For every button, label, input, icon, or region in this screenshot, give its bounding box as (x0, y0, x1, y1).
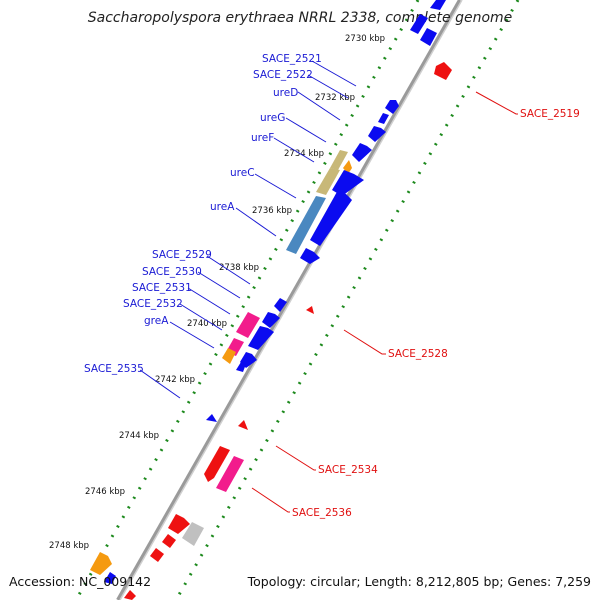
gene-arrow-reverse[interactable] (434, 62, 452, 80)
forward-leaders (139, 60, 357, 399)
gene-arrow-reverse[interactable] (238, 420, 248, 430)
gene-label[interactable]: SACE_2522 (253, 69, 313, 81)
gene-arrow-reverse[interactable] (204, 446, 230, 482)
gene-label[interactable]: SACE_2531 (132, 282, 192, 294)
gene-label[interactable]: ureD (273, 87, 298, 99)
gene-label[interactable]: SACE_2530 (142, 266, 202, 278)
genome-backbone-shadow (119, 0, 463, 600)
gene-arrow-forward[interactable] (352, 143, 372, 162)
gene-label[interactable]: SACE_2528 (388, 348, 448, 360)
scale-label: 2730 kbp (345, 34, 385, 44)
gene-arrow-forward[interactable] (222, 348, 236, 364)
gene-arrow-reverse[interactable] (124, 590, 136, 600)
genome-backbone (116, 0, 462, 600)
gene-arrow-reverse[interactable] (150, 548, 164, 562)
gene-arrow-forward[interactable] (332, 170, 364, 196)
gene-arrow-forward[interactable] (206, 414, 217, 422)
gene-arrow-reverse[interactable] (162, 534, 176, 548)
gene-arrow-forward[interactable] (248, 326, 274, 350)
forward-gene-labels: SACE_2521 SACE_2522 ureD ureG ureF ureC … (84, 53, 322, 375)
scale-label: 2742 kbp (155, 375, 195, 385)
scale-label: 2748 kbp (49, 541, 89, 551)
scale-label: 2738 kbp (219, 263, 259, 273)
gene-arrow-forward[interactable] (430, 0, 446, 10)
reverse-leaders (251, 91, 518, 513)
reverse-gene-labels: SACE_2519 SACE_2528 SACE_2534 SACE_2536 (292, 108, 580, 519)
scale-labels: 2730 kbp 2732 kbp 2734 kbp 2736 kbp 2738… (49, 34, 385, 551)
gene-arrow-forward[interactable] (378, 113, 389, 124)
gene-label[interactable]: ureA (210, 201, 235, 213)
scale-label: 2746 kbp (85, 487, 125, 497)
scale-label: 2732 kbp (315, 93, 355, 103)
gene-label[interactable]: ureG (260, 112, 285, 124)
gene-label[interactable]: ureC (230, 167, 255, 179)
gene-arrow-forward[interactable] (90, 552, 112, 575)
genome-summary-text: Topology: circular; Length: 8,212,805 bp… (247, 574, 591, 589)
gene-arrow-forward[interactable] (104, 572, 116, 584)
gene-label[interactable]: SACE_2519 (520, 108, 580, 120)
gene-arrow-forward[interactable] (274, 298, 287, 312)
gene-arrow-forward[interactable] (262, 312, 280, 328)
gene-label[interactable]: SACE_2521 (262, 53, 322, 65)
scale-label: 2736 kbp (252, 206, 292, 216)
gene-arrow-forward[interactable] (236, 312, 260, 338)
gene-label[interactable]: SACE_2529 (152, 249, 212, 261)
scale-label: 2740 kbp (187, 319, 227, 329)
gene-arrow-reverse[interactable] (182, 522, 204, 546)
reverse-gene-track (124, 62, 452, 600)
gene-arrow-forward[interactable] (410, 14, 428, 34)
accession-text: Accession: NC_009142 (9, 574, 151, 589)
gene-arrow-forward[interactable] (385, 100, 399, 114)
gene-label[interactable]: greA (144, 315, 169, 327)
gene-arrow-forward[interactable] (286, 196, 326, 254)
genome-title: Saccharopolyspora erythraea NRRL 2338, c… (88, 10, 513, 26)
gene-arrow-forward[interactable] (310, 190, 352, 246)
gene-arrow-forward[interactable] (300, 248, 320, 264)
gene-arrow-forward[interactable] (330, 150, 348, 170)
gene-label[interactable]: SACE_2535 (84, 363, 144, 375)
gene-arrow-forward[interactable] (236, 362, 246, 372)
gene-arrow-forward[interactable] (368, 126, 386, 142)
gene-label[interactable]: ureF (251, 132, 274, 144)
gene-label[interactable]: SACE_2532 (123, 298, 183, 310)
gene-label[interactable]: SACE_2536 (292, 507, 352, 519)
gene-arrow-reverse[interactable] (216, 456, 244, 492)
scale-label: 2734 kbp (284, 149, 324, 159)
scale-label: 2744 kbp (119, 431, 159, 441)
gene-arrow-forward[interactable] (420, 28, 437, 46)
gene-arrow-forward[interactable] (316, 168, 340, 195)
forward-gene-track (90, 0, 446, 584)
gene-arrow-reverse[interactable] (168, 514, 190, 534)
gene-label[interactable]: SACE_2534 (318, 464, 378, 476)
gene-arrow-reverse[interactable] (306, 306, 314, 314)
